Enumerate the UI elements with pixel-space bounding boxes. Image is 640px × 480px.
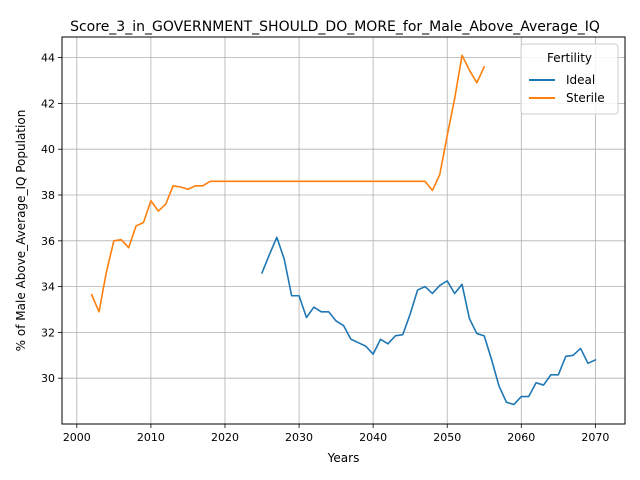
y-tick-label: 34 (41, 281, 55, 294)
y-tick-label: 40 (41, 143, 55, 156)
legend-label-sterile: Sterile (566, 91, 605, 105)
x-tick-label: 2020 (211, 431, 239, 444)
series-line-ideal (262, 237, 595, 404)
legend: Fertility Ideal Sterile (521, 44, 618, 114)
y-tick-label: 38 (41, 189, 55, 202)
x-tick-label: 2040 (359, 431, 387, 444)
x-tick-label: 2010 (137, 431, 165, 444)
series-layer (92, 55, 596, 404)
y-tick-label: 36 (41, 235, 55, 248)
legend-title: Fertility (547, 51, 592, 65)
x-tick-label: 2030 (285, 431, 313, 444)
x-tick-label: 2050 (433, 431, 461, 444)
y-tick-label: 44 (41, 52, 55, 65)
y-tick-label: 32 (41, 326, 55, 339)
x-tick-label: 2060 (507, 431, 535, 444)
y-tick-label: 30 (41, 372, 55, 385)
y-axis-label: % of Male Above_Average_IQ Population (14, 110, 28, 352)
x-axis-label: Years (327, 451, 360, 465)
legend-label-ideal: Ideal (566, 73, 595, 87)
y-tick-label: 42 (41, 97, 55, 110)
x-tick-label: 2000 (63, 431, 91, 444)
x-tick-label: 2070 (581, 431, 609, 444)
chart-title: Score_3_in_GOVERNMENT_SHOULD_DO_MORE_for… (70, 19, 600, 35)
